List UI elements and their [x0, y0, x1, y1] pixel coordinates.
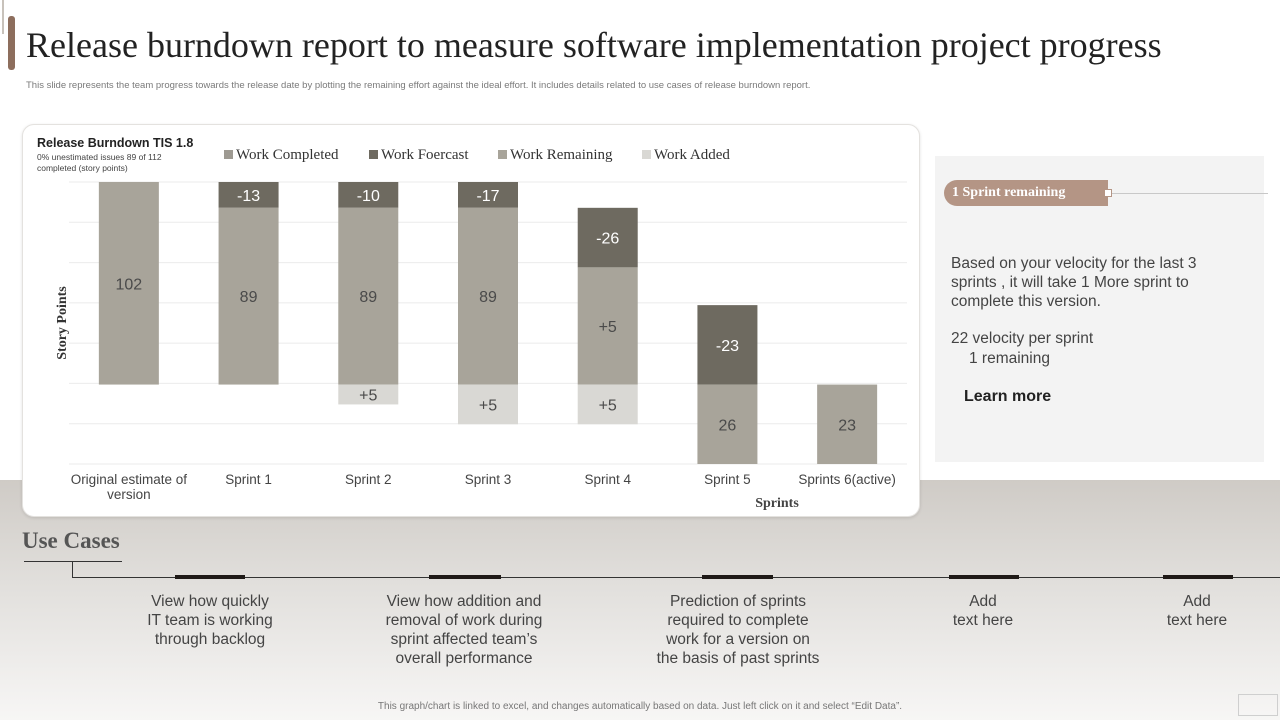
bar-work-remaining — [577, 267, 638, 385]
legend-swatch-work-foercast — [369, 150, 378, 159]
x-tick-label: version — [107, 487, 151, 502]
bottom-background — [0, 480, 1280, 720]
chart-note: completed (story points) — [37, 163, 128, 173]
pill-connector-line — [1112, 193, 1268, 194]
sprint-remaining-pill: 1 Sprint remaining — [944, 180, 1108, 206]
data-label: -13 — [237, 188, 260, 205]
x-tick-label: Sprint 4 — [584, 472, 631, 487]
slide-corner-box — [1238, 694, 1278, 716]
timeline-marker — [429, 575, 501, 579]
data-label: +5 — [599, 319, 617, 336]
footnote: This graph/chart is linked to excel, and… — [377, 701, 903, 712]
velocity-description: Based on your velocity for the last 3 sp… — [951, 255, 1197, 310]
use-case-text-2: View how addition and removal of work du… — [385, 593, 543, 667]
use-case-text-5: Add text here — [1166, 593, 1228, 629]
x-tick-label: Sprint 2 — [345, 472, 392, 487]
use-cases-underline — [24, 561, 122, 562]
burndown-chart: 102 -13 89 -10 89 +5 -17 89 +5 -26 +5 +5 -23 26 23 Orig… — [37, 136, 907, 511]
data-label: -26 — [596, 231, 619, 248]
learn-more-link[interactable]: Learn more — [964, 388, 1052, 405]
data-label: -17 — [476, 188, 499, 205]
data-label: 89 — [479, 289, 497, 306]
data-label: -23 — [716, 338, 739, 355]
velocity-value: 22 velocity per sprint — [951, 330, 1094, 347]
timeline-marker — [175, 575, 245, 579]
use-case-text-4: Add text here — [952, 593, 1014, 629]
timeline-marker — [949, 575, 1019, 579]
data-label: +5 — [359, 387, 377, 404]
slide-subtitle: This slide represents the team progress … — [26, 80, 811, 91]
data-label: 102 — [116, 276, 143, 293]
data-label: 23 — [838, 417, 856, 434]
bar-work-foercast — [458, 182, 518, 208]
bar-work-remaining — [338, 207, 399, 385]
bar-work-foercast — [697, 305, 758, 385]
timeline-marker — [1163, 575, 1233, 579]
use-case-text-3: Prediction of sprints required to comple… — [656, 593, 820, 667]
bar-work-remaining — [697, 384, 758, 464]
legend-label-work-completed: Work Completed — [236, 147, 339, 163]
legend-swatch-work-remaining — [498, 150, 507, 159]
legend-label-work-remaining: Work Remaining — [510, 147, 613, 163]
velocity-panel — [935, 156, 1264, 462]
data-label: -10 — [357, 188, 380, 205]
use-cases-timeline — [72, 577, 1280, 578]
use-case-text-1: View how quickly IT team is working thro… — [147, 593, 273, 648]
bar-work-foercast — [577, 207, 638, 268]
bar-work-added — [458, 384, 518, 425]
x-tick-label: Sprint 5 — [704, 472, 751, 487]
pill-connector-dot — [1104, 189, 1112, 197]
bar-work-remaining — [817, 384, 878, 464]
legend-swatch-work-completed — [224, 150, 233, 159]
legend-label-work-added: Work Added — [654, 147, 730, 163]
burndown-chart-card[interactable]: 102 -13 89 -10 89 +5 -17 89 +5 -26 +5 +5 -23 26 23 Orig… — [22, 124, 920, 517]
x-tick-label: Sprint 1 — [225, 472, 272, 487]
legend-label-work-foercast: Work Foercast — [381, 147, 469, 163]
slide-title: Release burndown report to measure softw… — [26, 25, 1162, 65]
data-label: +5 — [599, 397, 617, 414]
chart-title: Release Burndown TIS 1.8 — [37, 136, 193, 150]
data-label: 89 — [240, 289, 258, 306]
x-axis-title: Sprints — [755, 496, 799, 511]
timeline-marker — [702, 575, 773, 579]
x-tick-label: Original estimate of — [71, 472, 188, 487]
bar-work-foercast — [218, 182, 279, 208]
bar-work-remaining — [458, 207, 518, 385]
bar-work-foercast — [338, 182, 399, 208]
data-label: 26 — [719, 417, 737, 434]
remaining-value: 1 remaining — [969, 350, 1050, 367]
bar-work-added — [338, 384, 399, 405]
x-tick-label: Sprints 6(active) — [798, 472, 896, 487]
legend-swatch-work-added — [642, 150, 651, 159]
accent-thin-bar — [2, 0, 4, 34]
title-accent-bar — [8, 16, 15, 70]
use-cases-title: Use Cases — [22, 528, 120, 553]
data-label: +5 — [479, 397, 497, 414]
chart-note: 0% unestimated issues 89 of 112 — [37, 152, 162, 162]
bar-work-remaining — [98, 182, 159, 385]
bar-work-added — [577, 384, 638, 425]
y-axis-title: Story Points — [55, 286, 70, 360]
data-label: 89 — [359, 289, 377, 306]
x-tick-label: Sprint 3 — [465, 472, 512, 487]
bar-work-remaining — [218, 207, 279, 385]
timeline-stem — [72, 561, 73, 578]
